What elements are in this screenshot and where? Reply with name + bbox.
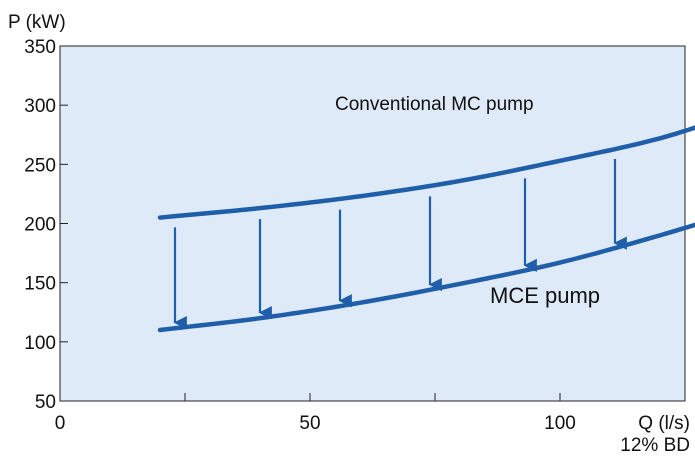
y-tick-label: 50 <box>35 392 56 413</box>
y-tick-label: 200 <box>24 215 56 236</box>
series-line-1 <box>157 222 695 333</box>
reduction-arrows <box>173 159 627 330</box>
series-line-0 <box>157 125 695 220</box>
y-axis-label: P (kW) <box>8 12 66 33</box>
y-tick-label: 150 <box>24 274 56 295</box>
y-tick-label: 250 <box>24 155 56 176</box>
y-tick-label: 300 <box>24 96 56 117</box>
x-tick-label: 0 <box>55 413 66 434</box>
series-label-conventional: Conventional MC pump <box>335 94 534 115</box>
x-tick-label: 50 <box>299 413 320 434</box>
y-tick-label: 100 <box>24 333 56 354</box>
x-tick-label: 100 <box>544 413 576 434</box>
plot-area <box>59 45 686 402</box>
x-axis-label: Q (l/s) <box>638 413 690 434</box>
y-tick-label: 350 <box>24 37 56 58</box>
series-label-mce: MCE pump <box>490 283 600 308</box>
chart-labels: P (kW) Q (l/s) 12% BD Conventional MC pu… <box>8 12 690 456</box>
series-layer <box>157 125 695 333</box>
x-axis-sublabel: 12% BD <box>620 435 690 456</box>
